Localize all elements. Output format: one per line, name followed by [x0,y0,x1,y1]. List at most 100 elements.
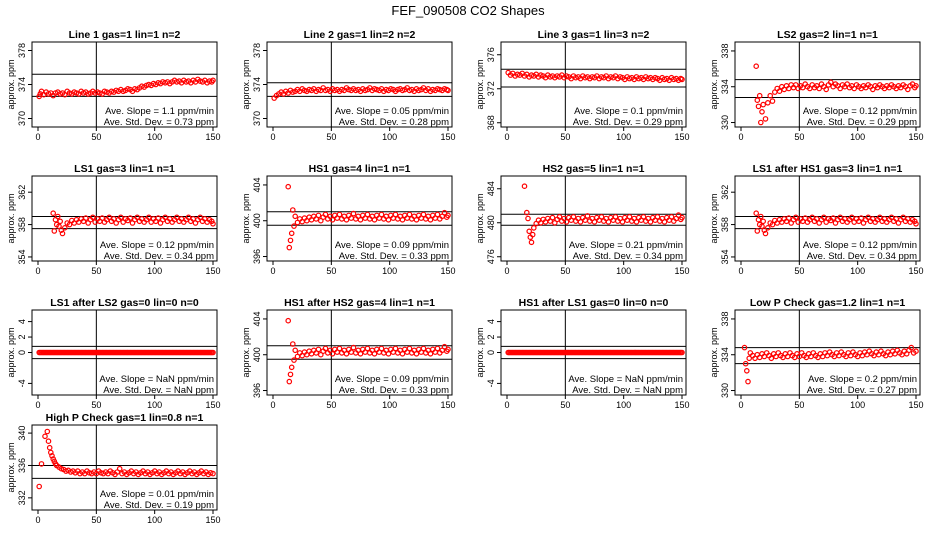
data-point [640,214,647,220]
data-point [54,213,61,220]
panel-8: LS1 after HS1 gas=3 lin=1 n=1 0 50 100 150 35… [709,163,924,276]
data-point [913,348,919,355]
data-point [315,346,322,353]
data-point [661,219,668,225]
stddev-annotation: Ave. Std. Dev. = NaN ppm [572,385,683,396]
slope-annotation: Ave. Slope = 0.12 ppm/min [803,240,917,251]
y-tick-label: 2 [17,335,27,340]
x-tick-label: 50 [326,266,336,276]
y-tick-label: 400 [252,213,262,228]
data-point [45,438,52,445]
x-tick-label: 50 [91,266,101,276]
data-point [343,350,350,357]
data-point [764,100,771,106]
slope-annotation: Ave. Slope = 0.2 ppm/min [808,374,917,385]
slope-annotation: Ave. Slope = 0.09 ppm/min [335,374,449,385]
data-point [336,211,343,218]
x-tick-label: 100 [382,132,397,142]
stddev-annotation: Ave. Std. Dev. = 0.33 ppm [339,385,449,396]
y-axis-label: approx. ppm [6,59,16,109]
data-point [289,207,296,213]
data-point [287,371,294,378]
data-point [210,470,216,477]
data-point [36,483,43,490]
y-tick-label: -4 [486,379,496,387]
x-tick-label: 100 [147,266,162,276]
data-point [116,465,123,472]
data-point [759,223,765,230]
data-point [858,215,865,221]
data-point [445,212,451,219]
stddev-annotation: Ave. Std. Dev. = 0.28 ppm [339,117,449,128]
x-tick-label: 50 [91,515,101,525]
data-point [427,217,434,223]
stddev-annotation: Ave. Std. Dev. = 0.34 ppm [573,251,683,262]
data-point [742,360,749,367]
panel-13: High P Check gas=1 lin=0.8 n=1 0 50 100 150 3… [6,412,221,525]
x-tick-label: 150 [205,132,220,142]
x-tick-label: 100 [850,266,865,276]
panel-title: LS2 gas=2 lin=1 n=1 [777,29,878,41]
data-point [288,230,295,237]
data-point [591,219,598,225]
x-tick-label: 150 [908,132,923,142]
panel-7: HS2 gas=5 lin=1 n=1 0 50 100 150 476 480 484app… [475,163,690,276]
panel-12: Low P Check gas=1.2 lin=1 n=1 0 50 100 150 33… [709,297,924,410]
data-point [289,341,296,347]
data-point [802,215,809,221]
stddev-annotation: Ave. Std. Dev. = 0.73 ppm [104,117,214,128]
data-point [809,214,816,221]
panel-10: HS1 after HS2 gas=4 lin=1 n=1 0 50 100 150 39… [241,297,456,410]
data-point [820,214,827,221]
panel-title: High P Check gas=1 lin=0.8 n=1 [46,412,204,424]
x-tick-label: 150 [440,400,455,410]
data-point [745,378,751,385]
data-point [399,350,406,357]
x-tick-label: 0 [504,266,509,276]
panel-title: Low P Check gas=1.2 lin=1 n=1 [750,297,905,309]
data-point [441,209,448,216]
plot-frame [31,424,218,511]
y-axis-label: approx. ppm [241,59,251,109]
y-tick-label: 372 [486,81,496,96]
data-point [679,76,685,83]
x-tick-label: 150 [674,132,689,142]
data-point [830,215,837,221]
data-point [162,214,169,221]
panel-title: Line 2 gas=1 lin=2 n=2 [304,29,416,41]
plot-frame [31,175,218,262]
data-point [434,345,441,352]
data-point [118,214,124,221]
data-point [570,214,577,220]
y-tick-label: 362 [720,185,730,200]
data-point [378,211,385,218]
data-point [647,219,654,225]
y-tick-label: 4 [17,319,27,324]
y-axis-label: approx. ppm [6,193,16,243]
data-point [445,87,451,94]
panel-title: LS1 after LS2 gas=0 lin=0 n=0 [50,297,199,309]
stddev-annotation: Ave. Std. Dev. = 0.29 ppm [807,117,917,128]
panel-title: Line 3 gas=1 lin=3 n=2 [538,29,650,41]
data-point [185,214,192,221]
data-point [525,215,531,222]
data-point [549,214,556,221]
data-point [679,214,685,221]
x-tick-label: 150 [908,266,923,276]
data-point [343,217,350,223]
data-point [364,211,371,218]
data-point [210,349,216,356]
y-axis-label: approx. ppm [709,327,719,377]
data-point [46,444,53,451]
data-point [210,77,216,84]
panel-3: Line 3 gas=1 lin=3 n=2 0 50 100 150 368 372 376… [475,29,690,142]
data-point [654,214,661,220]
data-point [441,343,448,350]
panel-title: HS2 gas=5 lin=1 n=1 [543,163,645,175]
data-point [285,183,292,190]
data-point [757,213,764,220]
data-point [59,230,66,237]
x-tick-label: 50 [326,132,336,142]
data-point [38,461,45,467]
